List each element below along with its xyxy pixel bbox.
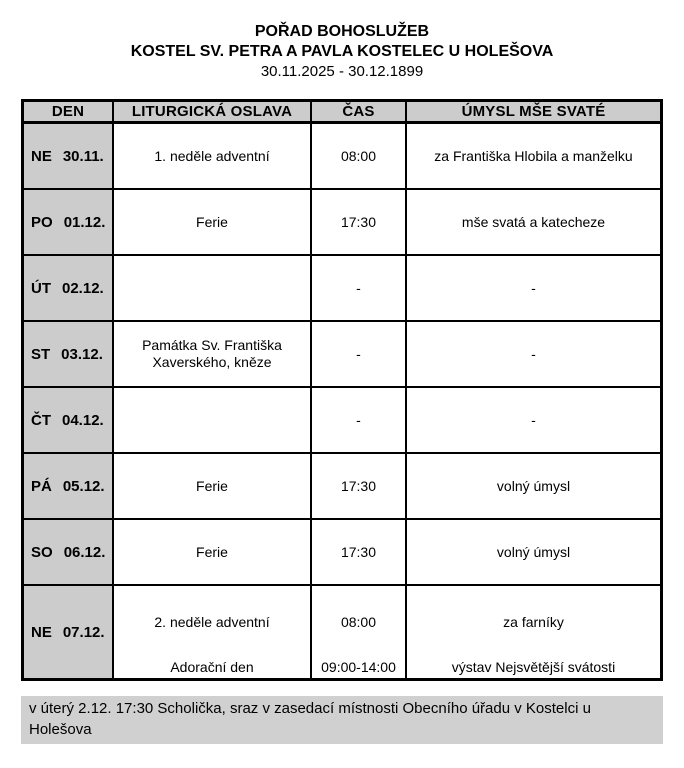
day-abbr: SO (31, 543, 53, 561)
day-date: 02.12. (62, 279, 104, 297)
day-cell: ČT 04.12. (24, 388, 114, 452)
day-abbr: ST (31, 345, 51, 363)
intention-cell-line1: za farníky (503, 614, 564, 630)
day-date: 05.12. (62, 477, 105, 495)
page-header: POŘAD BOHOSLUŽEB KOSTEL SV. PETRA A PAVL… (0, 22, 684, 82)
day-abbr: PO (31, 213, 53, 231)
day-abbr: NE (31, 623, 52, 641)
intention-cell: za Františka Hlobila a manželku (434, 147, 633, 164)
day-cell: NE 30.11. (24, 124, 114, 188)
day-cell: NE 07.12. (24, 586, 114, 678)
time-cell: - (312, 388, 407, 452)
celebration-cell (114, 256, 312, 320)
table-header-row: DEN LITURGICKÁ OSLAVA ČAS ÚMYSL MŠE SVAT… (24, 102, 660, 124)
intention-cell: - (531, 411, 536, 428)
table-row: PO 01.12. Ferie 17:30 mše svatá a katecheze (24, 190, 660, 256)
celebration-cell: 2. neděle adventní Adorační den (114, 586, 312, 678)
celebration-cell-line2: Adorační den (170, 659, 254, 675)
day-date: 07.12. (62, 623, 105, 641)
table-row: ÚT 02.12. - - (24, 256, 660, 322)
celebration-cell: Památka Sv. Františka Xaverského, kněze (114, 322, 312, 386)
intention-cell: - (531, 345, 536, 362)
intention-cell-line2: výstav Nejsvětější svátosti (451, 659, 616, 675)
day-date: 06.12. (63, 543, 106, 561)
day-cell: PO 01.12. (24, 190, 114, 254)
intention-cell: za farníky výstav Nejsvětější svátosti (407, 586, 660, 678)
day-abbr: ÚT (31, 279, 51, 297)
day-date: 01.12. (63, 213, 106, 231)
column-header-cas: ČAS (312, 102, 407, 121)
day-date: 04.12. (62, 411, 104, 429)
day-date: 03.12. (61, 345, 103, 363)
time-cell-line1: 08:00 (340, 614, 377, 630)
day-cell: SO 06.12. (24, 520, 114, 584)
day-abbr: ČT (31, 411, 51, 429)
table-row: SO 06.12. Ferie 17:30 volný úmysl (24, 520, 660, 586)
schedule-table: DEN LITURGICKÁ OSLAVA ČAS ÚMYSL MŠE SVAT… (21, 99, 663, 681)
time-cell: 17:30 (312, 190, 407, 254)
page-title: POŘAD BOHOSLUŽEB (254, 23, 430, 40)
column-header-liturgicka-oslava: LITURGICKÁ OSLAVA (114, 102, 312, 121)
day-date: 30.11. (62, 147, 104, 165)
footer-note: v úterý 2.12. 17:30 Scholička, sraz v za… (21, 696, 663, 744)
column-header-den: DEN (24, 102, 114, 121)
celebration-cell: Ferie (114, 190, 312, 254)
table-body: NE 30.11. 1. neděle adventní 08:00 za Franti… (24, 124, 660, 678)
day-abbr: PÁ (31, 477, 52, 495)
time-cell: - (312, 256, 407, 320)
time-cell: 17:30 (312, 454, 407, 518)
day-cell: ST 03.12. (24, 322, 114, 386)
intention-cell: - (531, 279, 536, 296)
celebration-cell: 1. neděle adventní (114, 124, 312, 188)
time-cell: 17:30 (312, 520, 407, 584)
time-cell: 08:00 (312, 124, 407, 188)
intention-cell: mše svatá a katecheze (461, 213, 606, 230)
intention-cell: volný úmysl (496, 543, 571, 560)
date-range: 30.11.2025 - 30.12.1899 (260, 63, 424, 80)
day-abbr: NE (31, 147, 52, 165)
time-cell-line2: 09:00-14:00 (321, 659, 396, 675)
celebration-cell (114, 388, 312, 452)
celebration-cell-line1: 2. neděle adventní (154, 614, 270, 630)
time-cell: - (312, 322, 407, 386)
day-cell: ÚT 02.12. (24, 256, 114, 320)
table-row: PÁ 05.12. Ferie 17:30 volný úmysl (24, 454, 660, 520)
intention-cell: volný úmysl (496, 477, 571, 494)
column-header-umysl: ÚMYSL MŠE SVATÉ (407, 102, 660, 121)
time-cell: 08:00 09:00-14:00 (312, 586, 407, 678)
table-row: ČT 04.12. - - (24, 388, 660, 454)
day-cell: PÁ 05.12. (24, 454, 114, 518)
celebration-cell: Ferie (114, 520, 312, 584)
celebration-cell: Ferie (114, 454, 312, 518)
table-row: ST 03.12. Památka Sv. Františka Xaverského… (24, 322, 660, 388)
table-row: NE 07.12. 2. neděle adventní Adorační den 08… (24, 586, 660, 678)
page-subtitle: KOSTEL SV. PETRA A PAVLA KOSTELEC U HOLE… (130, 43, 554, 60)
table-row: NE 30.11. 1. neděle adventní 08:00 za Franti… (24, 124, 660, 190)
